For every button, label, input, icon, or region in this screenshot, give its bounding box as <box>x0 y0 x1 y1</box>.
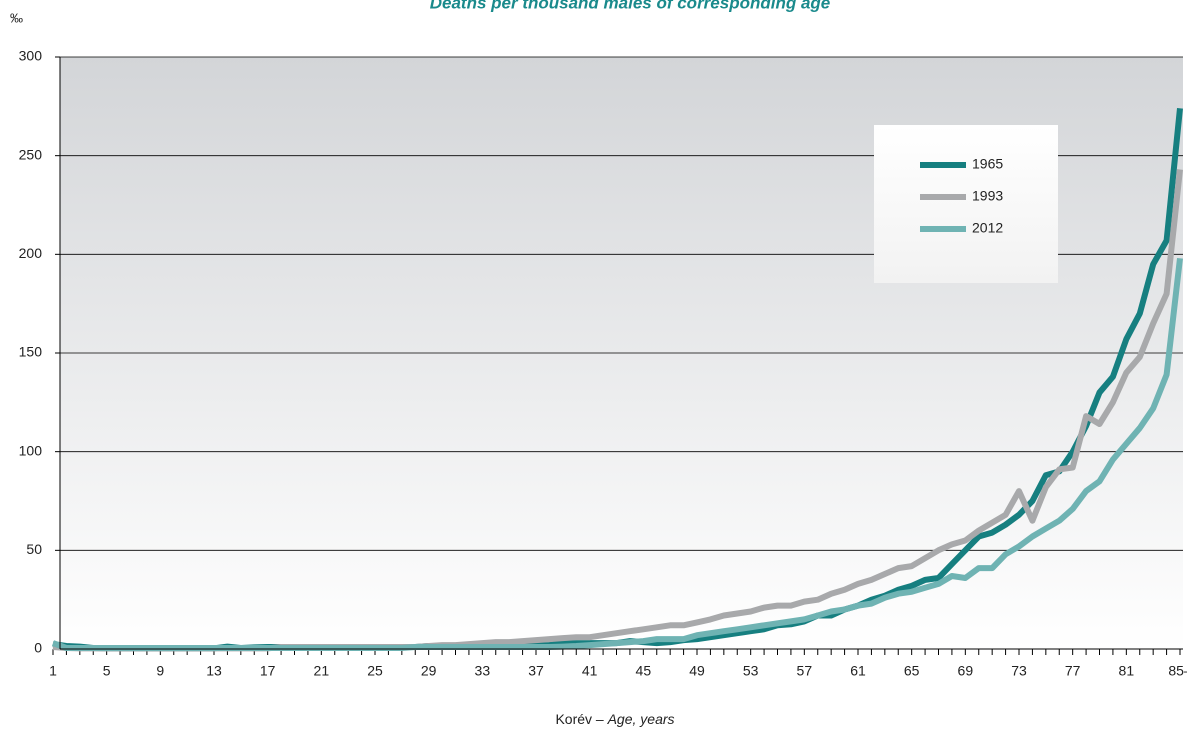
series-line <box>51 257 1183 651</box>
y-tick-label: 0 <box>34 640 42 656</box>
x-tick-label: 45 <box>636 663 652 679</box>
x-tick-label: 41 <box>582 663 598 679</box>
y-tick-label: 100 <box>19 442 43 458</box>
legend-label: 1993 <box>972 188 1003 204</box>
y-tick-label: 300 <box>19 48 43 64</box>
x-tick-label: 9 <box>156 663 164 679</box>
x-axis-label: Korév – Age, years <box>555 711 674 727</box>
x-tick-label: 73 <box>1011 663 1027 679</box>
chart-title: Deaths per thousand males of correspondi… <box>430 0 831 12</box>
x-label-hu: Korév – <box>555 711 607 727</box>
x-tick-label: 37 <box>528 663 544 679</box>
x-label-en: Age, years <box>607 711 675 727</box>
x-tick-label: 61 <box>850 663 866 679</box>
legend-box <box>874 125 1058 283</box>
x-tick-label: 65 <box>904 663 920 679</box>
x-tick-label: 77 <box>1065 663 1081 679</box>
x-tick-label: 29 <box>421 663 437 679</box>
y-tick-label: 200 <box>19 245 43 261</box>
y-tick-label: 50 <box>26 541 42 557</box>
x-tick-label: 5 <box>103 663 111 679</box>
legend-label: 2012 <box>972 220 1003 236</box>
x-tick-label: 57 <box>797 663 813 679</box>
x-tick-label: 21 <box>314 663 330 679</box>
y-unit: ‰ <box>10 10 23 25</box>
x-tick-label: 33 <box>475 663 491 679</box>
y-tick-label: 150 <box>19 344 43 360</box>
x-tick-label: 17 <box>260 663 276 679</box>
x-tick-label: 25 <box>367 663 383 679</box>
y-tick-label: 250 <box>19 146 43 162</box>
x-tick-label: 81 <box>1119 663 1135 679</box>
x-tick-label: 85– <box>1168 663 1187 679</box>
x-tick-label: 69 <box>958 663 974 679</box>
x-tick-label: 53 <box>743 663 759 679</box>
x-tick-label: 49 <box>689 663 705 679</box>
x-tick-label: 1 <box>49 663 57 679</box>
legend-label: 1965 <box>972 156 1003 172</box>
x-tick-label: 13 <box>206 663 222 679</box>
